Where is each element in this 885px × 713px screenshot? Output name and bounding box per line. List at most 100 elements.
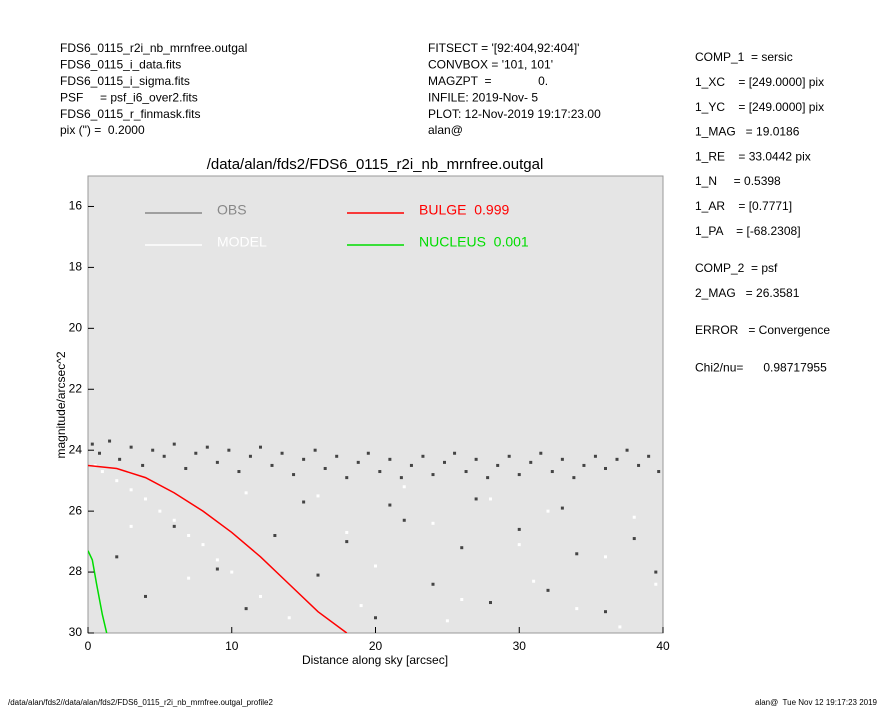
data-point xyxy=(230,570,234,574)
data-point xyxy=(625,448,629,452)
data-point xyxy=(632,537,636,541)
fit-parameter: 1_XC = [249.0000] pix xyxy=(695,75,824,89)
data-point xyxy=(187,576,191,580)
header-line: INFILE: 2019-Nov- 5 xyxy=(428,90,538,104)
header-line: pix (") = 0.2000 xyxy=(60,123,145,137)
data-point xyxy=(496,463,500,467)
data-point xyxy=(184,466,188,470)
data-point xyxy=(144,497,147,501)
data-point xyxy=(115,555,119,559)
data-point xyxy=(273,534,277,538)
data-point xyxy=(302,500,306,504)
data-point xyxy=(227,448,231,452)
legend-label: NUCLEUS 0.001 xyxy=(419,234,529,250)
data-point xyxy=(323,466,327,470)
data-point xyxy=(378,470,382,474)
data-point xyxy=(575,607,579,611)
data-point xyxy=(421,454,425,458)
y-tick-label: 16 xyxy=(69,199,83,213)
data-point xyxy=(162,454,166,458)
data-point xyxy=(115,479,119,483)
data-point xyxy=(118,457,122,461)
data-point xyxy=(215,558,219,562)
data-point xyxy=(550,470,554,474)
plot-marks xyxy=(88,439,661,633)
header-line: CONVBOX = '101, 101' xyxy=(428,58,553,72)
y-tick-label: 24 xyxy=(69,442,83,456)
data-point xyxy=(388,503,392,507)
data-point xyxy=(431,473,435,477)
data-point xyxy=(560,506,564,510)
data-point xyxy=(151,448,155,452)
data-point xyxy=(292,473,296,477)
header-line: FDS6_0115_i_data.fits xyxy=(60,58,181,72)
x-tick-label: 0 xyxy=(85,639,92,653)
data-point xyxy=(604,466,607,470)
data-point xyxy=(194,451,198,455)
header-line: PSF = psf_i6_over2.fits xyxy=(60,90,198,104)
data-point xyxy=(604,555,607,559)
x-tick-label: 30 xyxy=(513,639,527,653)
data-point xyxy=(287,616,291,620)
data-point xyxy=(539,451,543,455)
data-point xyxy=(98,451,101,455)
data-point xyxy=(654,582,658,586)
data-point xyxy=(244,491,248,495)
data-point xyxy=(618,625,622,629)
data-point xyxy=(359,604,363,608)
data-point xyxy=(302,457,306,461)
data-point xyxy=(215,567,219,571)
data-point xyxy=(316,573,320,577)
data-point xyxy=(632,515,636,519)
data-point xyxy=(270,463,274,467)
header-line: FDS6_0115_r2i_nb_mrnfree.outgal xyxy=(60,41,247,55)
header-line: alan@ xyxy=(428,123,463,137)
data-point xyxy=(445,619,449,623)
data-point xyxy=(582,463,586,467)
data-point xyxy=(237,470,241,474)
x-axis-label: Distance along sky [arcsec] xyxy=(302,653,448,667)
data-point xyxy=(399,476,403,480)
data-point xyxy=(316,494,320,498)
data-point xyxy=(431,521,435,525)
data-point xyxy=(244,607,248,611)
data-point xyxy=(248,454,252,458)
data-point xyxy=(129,524,133,528)
footer-path: /data/alan/fds2//data/alan/fds2/FDS6_011… xyxy=(8,698,273,707)
data-point xyxy=(215,460,219,464)
data-point xyxy=(453,451,457,455)
legend-label: BULGE 0.999 xyxy=(419,202,509,218)
data-point xyxy=(345,540,349,544)
data-point xyxy=(604,610,607,614)
data-point xyxy=(172,524,176,528)
data-point xyxy=(201,543,205,547)
data-point xyxy=(409,463,413,467)
header-line: FDS6_0115_r_finmask.fits xyxy=(60,107,201,121)
data-point xyxy=(489,601,492,605)
data-point xyxy=(517,473,521,477)
data-point xyxy=(572,476,576,480)
data-point xyxy=(313,448,317,452)
data-point xyxy=(205,445,209,449)
data-point xyxy=(129,445,133,449)
y-tick-label: 22 xyxy=(69,381,83,395)
header-line: FDS6_0115_i_sigma.fits xyxy=(60,74,190,88)
data-point xyxy=(259,594,262,598)
y-tick-label: 20 xyxy=(69,321,83,335)
plot-area xyxy=(87,175,664,634)
data-point xyxy=(431,582,435,586)
chart-title: /data/alan/fds2/FDS6_0115_r2i_nb_mrnfree… xyxy=(207,156,544,173)
data-point xyxy=(460,546,464,550)
x-tick-label: 10 xyxy=(225,639,239,653)
data-point xyxy=(546,509,550,513)
data-point xyxy=(90,442,94,446)
data-point xyxy=(402,518,406,522)
profile-line xyxy=(88,550,108,633)
fit-parameter: 1_PA = [-68.2308] xyxy=(695,224,801,238)
data-point xyxy=(507,454,511,458)
data-point xyxy=(647,454,651,458)
data-point xyxy=(100,470,104,474)
data-point xyxy=(374,564,377,568)
data-point xyxy=(402,485,406,489)
